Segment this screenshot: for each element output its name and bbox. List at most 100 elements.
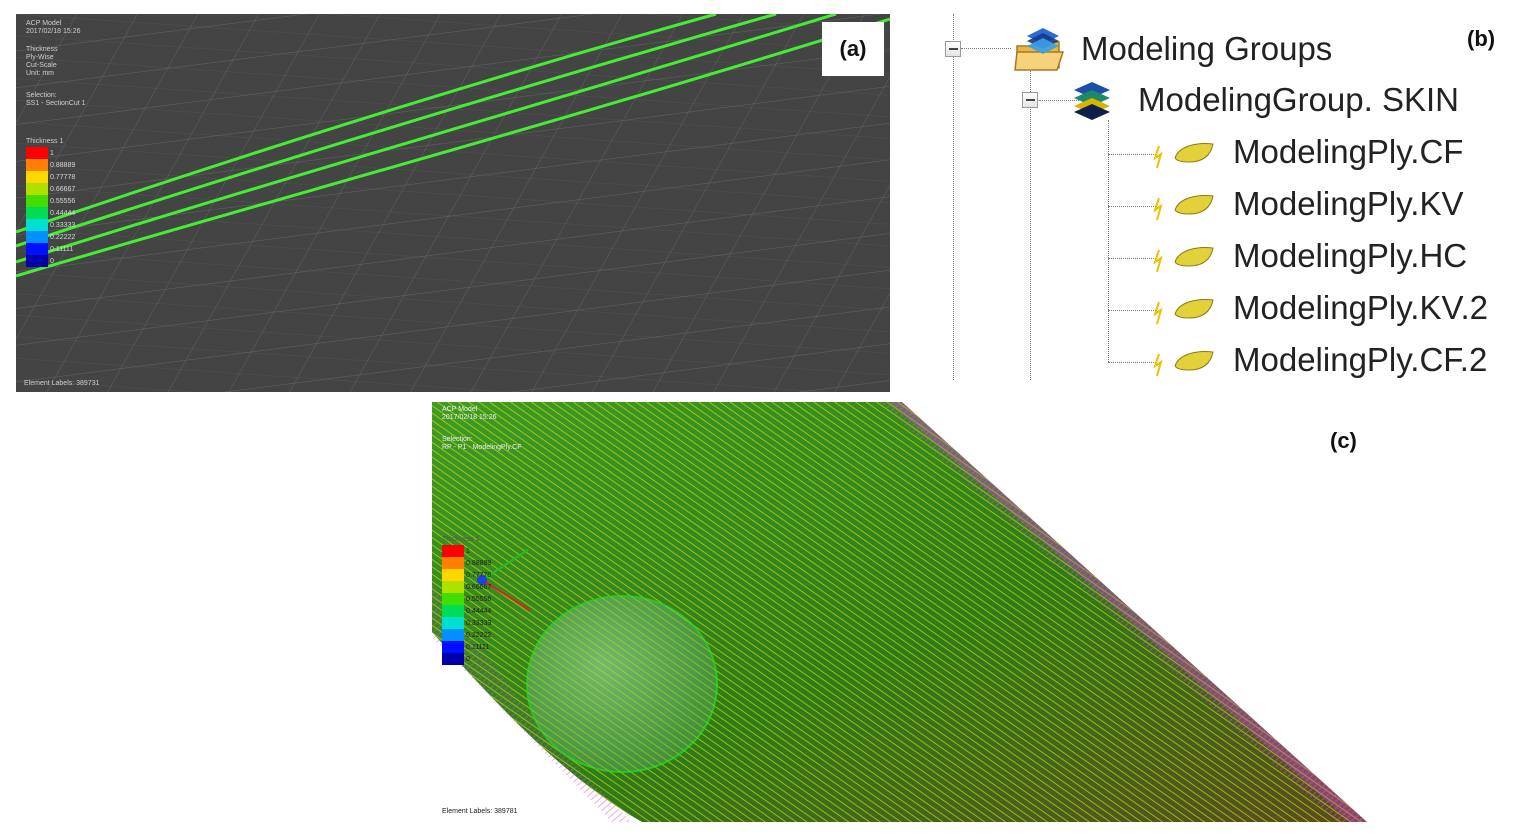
folder-layers-icon: [1014, 28, 1065, 71]
tree-connector: [1030, 64, 1031, 380]
legend-label: 0.88889: [466, 559, 492, 567]
tree-connector: [1108, 258, 1156, 259]
legend-label: 0.66667: [50, 185, 76, 193]
legend-row: 0.22222: [26, 231, 75, 243]
tree-node-modeling-groups[interactable]: Modeling Groups: [945, 24, 1332, 74]
legend-row: 0.66667: [26, 183, 75, 195]
legend-label: 0.66667: [466, 583, 492, 591]
panel-label-c: (c): [1330, 428, 1357, 453]
legend-swatch: [442, 581, 464, 593]
legend-row: 0.33333: [26, 219, 75, 231]
panel-label-b: (b): [1467, 26, 1496, 51]
legend-swatch: [26, 183, 48, 195]
tree-node-ply-kv2[interactable]: ModelingPly.KV.2: [1153, 288, 1488, 328]
overlay-selection-a: Selection: SS1 - SectionCut 1: [26, 92, 86, 107]
panel-label-a: (a): [822, 22, 884, 76]
legend-label: 0: [466, 655, 470, 663]
overlay-info-a: Thickness Ply-Wise Cut-Scale Unit: mm: [26, 46, 58, 77]
tree-label: ModelingGroup. SKIN: [1138, 81, 1459, 118]
tree-node-ply-cf2[interactable]: ModelingPly.CF.2: [1153, 340, 1487, 380]
modeling-ply-icon: [1153, 247, 1214, 273]
tree-label: Modeling Groups: [1081, 30, 1333, 67]
legend-row: 0.11111: [442, 641, 491, 653]
axis-triad: [477, 549, 531, 611]
legend-swatch: [26, 159, 48, 171]
legend-swatch: [442, 557, 464, 569]
legend-label: 0.11111: [50, 245, 74, 253]
modeling-ply-icon: [1153, 195, 1214, 221]
legend-swatch: [26, 147, 48, 159]
legend-row: 0: [442, 653, 491, 665]
overlay-header-a: ACP Model 2017/02/18 15:26: [26, 20, 81, 35]
legend-label: 0.77778: [50, 173, 76, 181]
legend-row: 0.33333: [442, 617, 491, 629]
collapse-icon[interactable]: [945, 41, 961, 57]
layers-stack-icon: [1074, 82, 1110, 120]
legend-label: 0.55556: [466, 595, 492, 603]
surface-view-c: [432, 402, 1367, 822]
tree-connector: [953, 14, 954, 380]
tree-view[interactable]: Modeling Groups ModelingGroup. SKIN Mode…: [935, 14, 1515, 384]
legend-swatch: [442, 629, 464, 641]
legend-row: 0: [26, 255, 75, 267]
tree-connector: [1108, 154, 1156, 155]
legend-label: 0.33333: [50, 221, 76, 229]
tree-label: ModelingPly.CF.2: [1233, 341, 1488, 378]
element-labels-c: Element Labels: 389781: [442, 808, 518, 815]
element-labels-a: Element Labels: 389731: [24, 380, 100, 387]
legend-row: 0.77778: [26, 171, 75, 183]
legend-row: 1: [442, 545, 491, 557]
legend-row: 0.77778: [442, 569, 491, 581]
tree-node-ply-kv[interactable]: ModelingPly.KV: [1153, 184, 1464, 224]
legend-row: 0.55556: [26, 195, 75, 207]
legend-swatch: [26, 207, 48, 219]
legend-swatch: [442, 593, 464, 605]
legend-label: 1: [50, 149, 54, 157]
tree-connector: [1108, 206, 1156, 207]
section-cut-lines: [16, 14, 890, 278]
legend-row: 0.88889: [442, 557, 491, 569]
overlay-header-c: ACP Model 2017/02/18 15:26: [442, 406, 497, 421]
tree-label: ModelingPly.KV: [1233, 185, 1464, 222]
tree-label: ModelingPly.KV.2: [1233, 289, 1488, 326]
tree-node-modeling-group-skin[interactable]: ModelingGroup. SKIN: [1022, 80, 1459, 120]
tree-connector: [1108, 310, 1156, 311]
collapse-icon[interactable]: [1022, 92, 1038, 108]
legend-label: 0.55556: [50, 197, 76, 205]
tree-label: ModelingPly.HC: [1233, 237, 1468, 274]
legend-swatch: [442, 641, 464, 653]
legend-swatch: [26, 219, 48, 231]
tree-connector: [961, 48, 1011, 49]
legend-swatch: [26, 231, 48, 243]
legend-label: 0.44444: [466, 607, 492, 615]
thickness-legend-a: Thickness 1 1 0.88889 0.77778 0.66667 0.5555…: [26, 138, 75, 267]
legend-label: 0.22222: [466, 631, 492, 639]
tree-connector: [1039, 100, 1079, 101]
legend-swatch: [26, 255, 48, 267]
mesh-view-a: [16, 14, 890, 392]
modeling-ply-icon: [1153, 299, 1214, 325]
viewport-a[interactable]: ACP Model 2017/02/18 15:26 Thickness Ply…: [16, 14, 890, 392]
tree-node-ply-cf[interactable]: ModelingPly.CF: [1153, 132, 1463, 172]
tree-node-ply-hc[interactable]: ModelingPly.HC: [1153, 236, 1467, 276]
legend-row: 0.55556: [442, 593, 491, 605]
legend-swatch: [442, 653, 464, 665]
legend-label: 0: [50, 257, 54, 265]
viewport-c[interactable]: ACP Model 2017/02/18 15:26 Selection: RP…: [432, 402, 1367, 822]
legend-swatch: [442, 617, 464, 629]
overlay-selection-c: Selection: RP - P1 - ModelingPly.CF: [442, 436, 522, 451]
legend-row: 1: [26, 147, 75, 159]
legend-row: 0.66667: [442, 581, 491, 593]
legend-row: 0.88889: [26, 159, 75, 171]
legend-label: 0.44444: [50, 209, 76, 217]
tree-connector: [1108, 362, 1156, 363]
legend-label: 1: [466, 547, 470, 555]
legend-title: Thickness 1: [442, 536, 480, 543]
legend-row: 0.22222: [442, 629, 491, 641]
legend-label: 0.11111: [466, 643, 490, 651]
legend-swatch: [26, 243, 48, 255]
legend-row: 0.11111: [26, 243, 75, 255]
legend-label: 0.22222: [50, 233, 76, 241]
tree-connector: [1108, 120, 1109, 362]
legend-row: 0.44444: [442, 605, 491, 617]
